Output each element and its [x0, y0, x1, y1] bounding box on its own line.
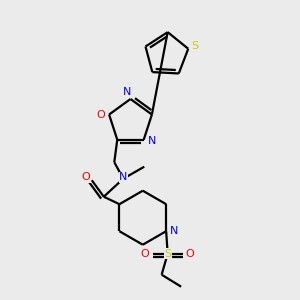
Text: O: O — [141, 249, 149, 259]
Text: O: O — [96, 110, 105, 119]
Text: N: N — [148, 136, 156, 146]
Text: N: N — [169, 226, 178, 236]
Text: O: O — [81, 172, 90, 182]
Text: N: N — [123, 87, 131, 98]
Text: S: S — [191, 41, 198, 51]
Text: S: S — [164, 249, 171, 259]
Text: N: N — [119, 172, 128, 182]
Text: O: O — [186, 249, 194, 259]
